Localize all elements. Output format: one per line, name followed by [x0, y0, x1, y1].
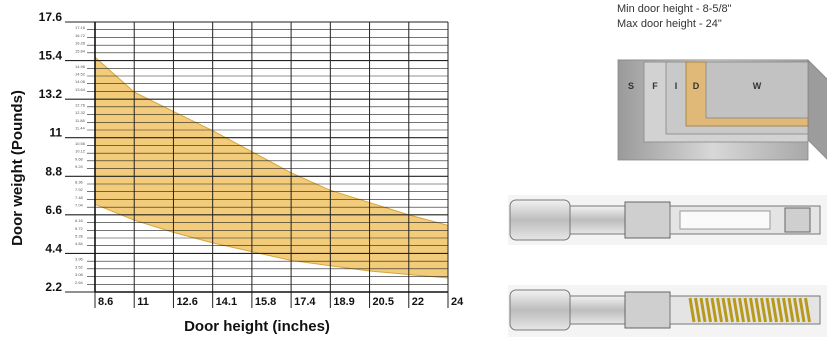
- y-axis-label: Door weight (Pounds): [9, 90, 26, 246]
- y-minor-tick-label: 6.16: [75, 218, 84, 223]
- spring-coil: [716, 297, 723, 323]
- spring-coil: [710, 297, 718, 323]
- max-door-height-note: Max door height - 24": [617, 18, 722, 30]
- y-minor-tick-label: 14.52: [75, 72, 86, 77]
- y-minor-tick-label: 13.64: [75, 87, 86, 92]
- band-lower-edge: [94, 203, 449, 279]
- x-tick-label: 14.1: [216, 296, 237, 308]
- spring-coil: [787, 297, 795, 323]
- hinge-spring-icon: [508, 285, 827, 337]
- block-label-f: F: [652, 81, 658, 91]
- spring-coil: [732, 297, 740, 323]
- y-minor-tick-label: 7.48: [75, 195, 84, 200]
- band-upper-edge: [94, 56, 449, 226]
- y-tick-label: 2.2: [45, 280, 62, 294]
- x-axis-label: Door height (inches): [184, 318, 330, 335]
- spring-coil: [705, 297, 712, 323]
- y-minor-tick-label: 3.52: [75, 264, 84, 269]
- y-minor-tick-label: 15.84: [75, 48, 86, 53]
- spring-coil: [743, 297, 751, 323]
- y-minor-tick-label: 4.84: [75, 241, 84, 246]
- hinge-mechanism-icon: [508, 195, 827, 245]
- spring-coil: [782, 297, 789, 323]
- spring-coil: [749, 297, 756, 323]
- spring-coil: [771, 297, 778, 323]
- y-minor-tick-label: 11.88: [75, 118, 85, 123]
- y-minor-tick-label: 17.16: [75, 25, 86, 30]
- x-tick-label: 20.5: [373, 296, 394, 308]
- spring-coil: [793, 297, 800, 323]
- y-minor-tick-label: 10.12: [75, 149, 86, 154]
- x-tick-label: 18.9: [333, 296, 354, 308]
- size-blocks-icon: S F I D W: [617, 59, 827, 161]
- y-minor-tick-label: 12.32: [75, 110, 86, 115]
- y-tick-label: 15.4: [39, 49, 63, 63]
- x-tick-label: 17.4: [294, 296, 316, 308]
- y-minor-tick-label: 10.56: [75, 141, 86, 146]
- y-tick-label: 6.6: [45, 203, 62, 217]
- y-minor-tick-label: 7.04: [75, 203, 84, 208]
- spring-coil: [798, 297, 806, 323]
- y-minor-tick-label: 9.24: [75, 164, 84, 169]
- spring-coil: [738, 297, 745, 323]
- y-tick-label: 17.6: [39, 10, 63, 24]
- spring-coil: [760, 297, 767, 323]
- x-tick-label: 11: [137, 296, 149, 308]
- y-tick-label: 4.4: [45, 241, 62, 255]
- x-tick-label: 24: [451, 296, 464, 308]
- y-minor-tick-label: 8.36: [75, 180, 84, 185]
- x-tick-label: 12.6: [176, 296, 197, 308]
- y-tick-label: 8.8: [45, 164, 62, 178]
- y-tick-label: 13.2: [39, 87, 63, 101]
- spring-coil: [694, 297, 701, 323]
- y-minor-tick-label: 14.08: [75, 79, 86, 84]
- x-tick-label: 22: [412, 296, 424, 308]
- spring-coil: [776, 297, 784, 323]
- spring-coil: [754, 297, 762, 323]
- y-tick-label: 11: [49, 126, 62, 140]
- chart-axes: 2.2 4.4 6.6 8.8 11 13.2 15.4 17.6 17.16 16.72 16.2…: [39, 10, 464, 308]
- y-minor-tick-label: 7.92: [75, 187, 84, 192]
- y-minor-tick-label: 5.72: [75, 226, 84, 231]
- weight-range-band: [95, 57, 448, 278]
- block-label-w: W: [753, 81, 762, 91]
- spring-coil: [804, 297, 811, 323]
- y-minor-tick-label: 11.44: [75, 126, 85, 131]
- spring-coil: [699, 297, 707, 323]
- y-minor-tick-label: 9.68: [75, 156, 84, 161]
- weight-range-band-layer: [94, 56, 449, 279]
- y-minor-tick-label: 2.64: [75, 280, 84, 285]
- block-label-s: S: [628, 81, 634, 91]
- y-minor-tick-label: 12.76: [75, 102, 86, 107]
- spring-coil: [727, 297, 734, 323]
- y-minor-tick-label: 16.72: [75, 33, 86, 38]
- y-minor-tick-label: 5.28: [75, 234, 84, 239]
- hinge-illustration: S F I D W: [508, 59, 827, 337]
- x-tick-label: 15.8: [255, 296, 276, 308]
- y-minor-tick-label: 3.08: [75, 272, 84, 277]
- min-door-height-note: Min door height - 8-5/8": [617, 3, 732, 15]
- spring-coil: [765, 297, 773, 323]
- spring-coil: [721, 297, 729, 323]
- block-label-d: D: [693, 81, 700, 91]
- y-minor-tick-label: 16.28: [75, 41, 86, 46]
- x-tick-label: 8.6: [98, 296, 113, 308]
- y-minor-tick-label: 14.96: [75, 64, 86, 69]
- spring-coil: [688, 297, 696, 323]
- y-minor-tick-label: 3.96: [75, 257, 84, 262]
- block-label-i: I: [675, 81, 678, 91]
- door-weight-chart: 2.2 4.4 6.6 8.8 11 13.2 15.4 17.6 17.16 16.72 16.2…: [9, 10, 464, 335]
